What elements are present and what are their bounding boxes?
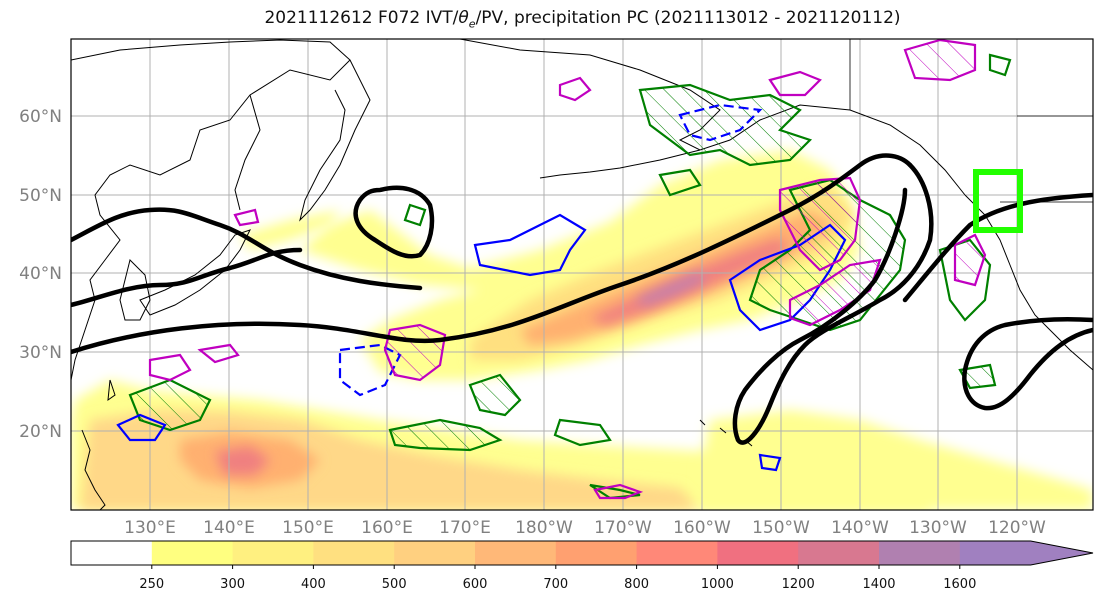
pv-gulf-south xyxy=(788,258,882,327)
colorbar-segment xyxy=(636,541,718,565)
precip-green-mid xyxy=(658,168,702,197)
lon-label: 180°W xyxy=(515,518,573,538)
highlight-box xyxy=(973,169,1023,233)
thetae-southeast-loop xyxy=(962,317,1093,411)
precip-green-small-1 xyxy=(403,203,427,227)
lon-label: 160°E xyxy=(361,518,413,538)
colorbar-extend-segment xyxy=(959,541,1093,565)
colorbar-segment xyxy=(232,541,314,565)
colorbar-tick-label: 1600 xyxy=(943,577,976,592)
colorbar-segment xyxy=(151,541,234,565)
precip-green-aleutian xyxy=(638,83,813,167)
colorbar-tick-label: 1400 xyxy=(862,577,895,592)
colorbar-tick-label: 400 xyxy=(301,577,326,592)
colorbar-segment xyxy=(879,541,961,565)
lon-labels: 130°E 140°E 150°E 160°E 170°E 180°W 170°… xyxy=(124,518,1046,538)
pv-tropical xyxy=(593,483,644,500)
pv-alaska xyxy=(558,76,592,102)
coast-taiwan-philippines xyxy=(81,379,116,510)
precip-green-central xyxy=(468,373,522,417)
ivt-japan-streak xyxy=(240,210,340,250)
colorbar-segment xyxy=(71,541,153,565)
lon-label: 170°E xyxy=(439,518,491,538)
colorbar-tick-label: 600 xyxy=(463,577,488,592)
colorbar-tick-label: 800 xyxy=(624,577,649,592)
coast-korea xyxy=(119,259,151,321)
lon-label: 160°W xyxy=(673,518,731,538)
precip-green-small-4 xyxy=(988,53,1012,77)
lon-label: 130°W xyxy=(909,518,967,538)
colorbar-segment xyxy=(313,541,395,565)
ivt-river-peak xyxy=(635,272,705,305)
colorbar-segment xyxy=(555,541,638,565)
ivt-river-inner xyxy=(520,210,835,345)
precip-blue-aleutian xyxy=(678,103,763,142)
border-canada-us xyxy=(849,39,1093,203)
lon-label: 140°E xyxy=(203,518,255,538)
pv-west-small xyxy=(197,343,240,364)
thetae-east-loop xyxy=(732,162,934,445)
colorbar-segment xyxy=(475,541,557,565)
colorbar-segment xyxy=(717,541,799,565)
lat-label: 30°N xyxy=(19,343,62,363)
colorbar-segment xyxy=(798,541,880,565)
lon-label: 120°W xyxy=(988,518,1046,538)
pv-west-pacific xyxy=(148,353,192,382)
precip-blue-wp xyxy=(116,413,167,442)
map-content xyxy=(71,39,1093,510)
thetae-main xyxy=(71,153,913,355)
pv-north-canada xyxy=(903,39,977,82)
precip-green-small-5 xyxy=(589,483,641,500)
lon-label: 150°W xyxy=(752,518,810,538)
pv-japan xyxy=(233,208,260,227)
thetae-contours xyxy=(71,153,1093,445)
coast-asia xyxy=(71,39,351,381)
colorbar-outline xyxy=(70,540,1094,566)
pv-aleutian xyxy=(768,70,822,97)
lon-label: 140°W xyxy=(831,518,889,538)
precip-blue-north-pacific xyxy=(473,213,587,277)
colorbar-tick-label: 1200 xyxy=(782,577,815,592)
lat-label: 40°N xyxy=(19,264,62,284)
colorbar-segment xyxy=(394,541,476,565)
lon-label: 170°W xyxy=(594,518,652,538)
precip-pc-negative xyxy=(116,103,847,472)
precip-green-small-2 xyxy=(553,418,612,447)
pv-contours xyxy=(148,39,987,500)
lon-label: 130°E xyxy=(124,518,176,538)
pv-east xyxy=(953,233,987,287)
colorbar-tick-label: 250 xyxy=(139,577,164,592)
coast-sakhalin xyxy=(234,94,261,211)
colorbar: 250 300 400 500 600 700 800 1000 1200 1400 1600 xyxy=(70,540,1094,592)
precip-blue-dashed xyxy=(338,343,402,397)
ivt-river-outer xyxy=(300,150,860,380)
colorbar-tick-label: 700 xyxy=(543,577,568,592)
coast-kamchatka xyxy=(299,59,371,222)
map-frame xyxy=(70,38,1094,511)
thetae-northern xyxy=(71,207,423,291)
colorbar-tick-label: 1000 xyxy=(701,577,734,592)
thetae-loop-west xyxy=(353,185,435,259)
thetae-east-line xyxy=(902,192,1093,303)
lat-label: 50°N xyxy=(19,186,62,206)
coast-aleutians xyxy=(539,149,701,179)
precip-blue-east xyxy=(728,223,847,332)
precip-blue-small xyxy=(758,453,782,472)
colorbar-tick-label: 300 xyxy=(220,577,245,592)
colorbar-tick-label: 500 xyxy=(382,577,407,592)
lat-label: 60°N xyxy=(19,107,62,127)
lat-label: 20°N xyxy=(19,422,62,442)
precip-green-tropical xyxy=(388,418,503,452)
lat-labels: 60°N 50°N 40°N 30°N 20°N xyxy=(19,107,62,442)
ivt-east-pacific-band xyxy=(700,410,1093,510)
lon-label: 150°E xyxy=(282,518,334,538)
map-title: 2021112612 F072 IVT/θe/PV, precipitation… xyxy=(264,8,901,31)
